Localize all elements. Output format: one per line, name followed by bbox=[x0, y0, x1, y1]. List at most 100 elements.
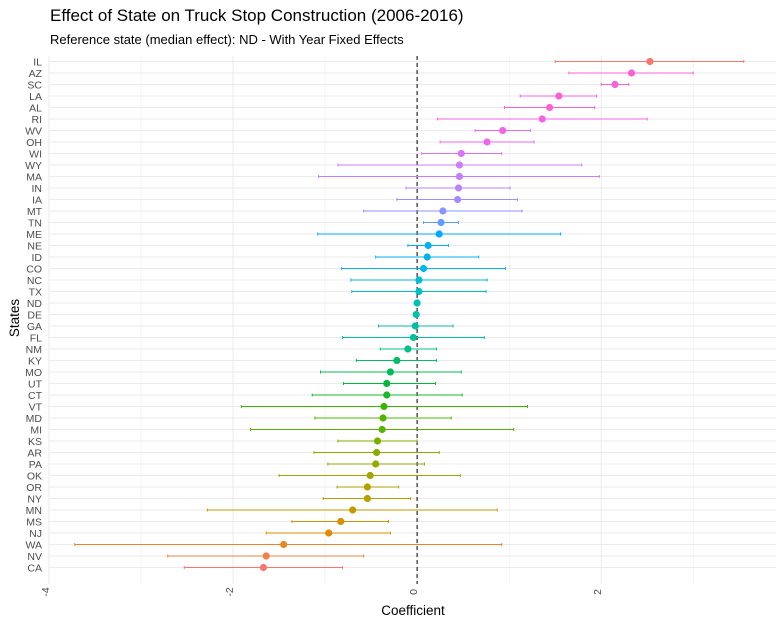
point-layer bbox=[259, 57, 654, 572]
point-in bbox=[454, 184, 463, 192]
y-tick-label: LA bbox=[29, 91, 42, 103]
point-ia bbox=[453, 195, 462, 204]
y-tick-label: UT bbox=[28, 379, 43, 391]
point-nm bbox=[404, 345, 412, 353]
point-id bbox=[423, 253, 431, 261]
y-tick-label: VT bbox=[29, 402, 43, 414]
chart-title: Effect of State on Truck Stop Constructi… bbox=[50, 6, 464, 25]
grid-layer bbox=[48, 56, 776, 584]
y-tick-label: MA bbox=[26, 172, 42, 184]
y-tick-label: WV bbox=[25, 126, 42, 138]
y-tick-label: MS bbox=[26, 517, 42, 529]
y-tick-label: CA bbox=[27, 563, 42, 575]
y-tick-label: TX bbox=[29, 287, 42, 299]
y-tick-label: OH bbox=[26, 137, 42, 149]
y-tick-labels: ILAZSCLAALRIWVOHWIWYMAINIAMTTNMENEIDCONC… bbox=[25, 57, 43, 575]
point-oh bbox=[483, 138, 491, 146]
y-tick-label: RI bbox=[32, 114, 43, 126]
point-co bbox=[419, 264, 428, 273]
x-tick-label: -2 bbox=[224, 587, 236, 596]
chart-subtitle: Reference state (median effect): ND - Wi… bbox=[50, 32, 404, 47]
y-tick-label: TN bbox=[28, 218, 42, 230]
y-tick-label: MI bbox=[30, 425, 42, 437]
y-tick-label: DE bbox=[27, 310, 42, 322]
point-mi bbox=[378, 425, 386, 434]
x-tick-labels: -4 -2 0 2 bbox=[40, 587, 604, 596]
point-pa bbox=[372, 460, 380, 468]
point-vt bbox=[380, 402, 388, 411]
point-ri bbox=[538, 115, 546, 123]
point-mt bbox=[439, 207, 447, 215]
x-tick-label: -4 bbox=[40, 587, 52, 596]
point-nv bbox=[262, 552, 270, 560]
y-tick-label: KS bbox=[28, 436, 42, 448]
y-tick-label: OR bbox=[26, 482, 42, 494]
y-tick-label: CO bbox=[26, 264, 42, 276]
point-wi bbox=[457, 149, 465, 158]
x-tick-label: 2 bbox=[592, 589, 604, 595]
point-wy bbox=[455, 161, 464, 169]
y-tick-label: ND bbox=[27, 298, 43, 310]
point-wa bbox=[280, 540, 288, 549]
y-tick-label: SC bbox=[27, 80, 42, 92]
point-ks bbox=[373, 437, 382, 445]
y-tick-label: KY bbox=[28, 356, 42, 368]
y-tick-label: WA bbox=[25, 540, 42, 552]
y-tick-label: MD bbox=[26, 413, 43, 425]
y-tick-label: GA bbox=[27, 321, 42, 333]
y-tick-label: NY bbox=[27, 494, 42, 506]
y-tick-label: IN bbox=[32, 183, 43, 195]
point-or bbox=[363, 483, 372, 491]
y-tick-label: NE bbox=[27, 241, 42, 253]
y-tick-label: ME bbox=[26, 229, 42, 241]
point-ga bbox=[411, 322, 419, 330]
point-ky bbox=[393, 356, 401, 365]
point-ar bbox=[373, 448, 381, 457]
y-tick-label: NM bbox=[26, 344, 42, 356]
point-tx bbox=[415, 287, 423, 296]
y-tick-label: NC bbox=[27, 275, 43, 287]
y-tick-label: ID bbox=[32, 252, 43, 264]
y-tick-label: AZ bbox=[29, 68, 43, 80]
x-tick-label: 0 bbox=[408, 589, 420, 595]
point-ut bbox=[383, 379, 391, 388]
point-tn bbox=[437, 218, 445, 227]
point-md bbox=[379, 414, 387, 422]
point-il bbox=[646, 57, 654, 66]
point-la bbox=[555, 92, 563, 100]
point-sc bbox=[611, 80, 619, 89]
y-tick-label: OK bbox=[27, 471, 42, 483]
y-tick-label: FL bbox=[30, 333, 42, 345]
y-tick-label: MN bbox=[26, 505, 42, 517]
point-ca bbox=[259, 563, 268, 572]
point-nj bbox=[325, 529, 333, 537]
point-ny bbox=[363, 494, 372, 503]
point-me bbox=[435, 230, 443, 238]
y-tick-label: NV bbox=[27, 551, 42, 563]
y-tick-label: IA bbox=[32, 195, 42, 207]
point-ne bbox=[424, 241, 432, 250]
point-ma bbox=[455, 172, 464, 181]
point-ct bbox=[383, 391, 391, 399]
point-az bbox=[627, 69, 636, 77]
point-fl bbox=[409, 333, 418, 342]
point-wv bbox=[499, 126, 507, 135]
x-axis-title: Coefficient bbox=[381, 603, 445, 618]
y-tick-label: IL bbox=[33, 57, 42, 69]
point-nc bbox=[415, 276, 423, 284]
y-tick-label: AR bbox=[27, 448, 42, 460]
point-mo bbox=[386, 368, 395, 376]
y-axis-title: States bbox=[7, 299, 22, 338]
y-tick-label: AL bbox=[29, 103, 42, 115]
y-tick-label: MO bbox=[25, 367, 42, 379]
point-ok bbox=[366, 471, 374, 480]
point-mn bbox=[349, 506, 357, 514]
point-al bbox=[546, 103, 554, 112]
y-tick-label: PA bbox=[29, 459, 42, 471]
y-tick-label: WI bbox=[29, 149, 42, 161]
y-tick-label: MT bbox=[27, 206, 43, 218]
point-de bbox=[412, 310, 420, 319]
point-nd bbox=[413, 299, 421, 307]
y-tick-label: WY bbox=[25, 160, 42, 172]
